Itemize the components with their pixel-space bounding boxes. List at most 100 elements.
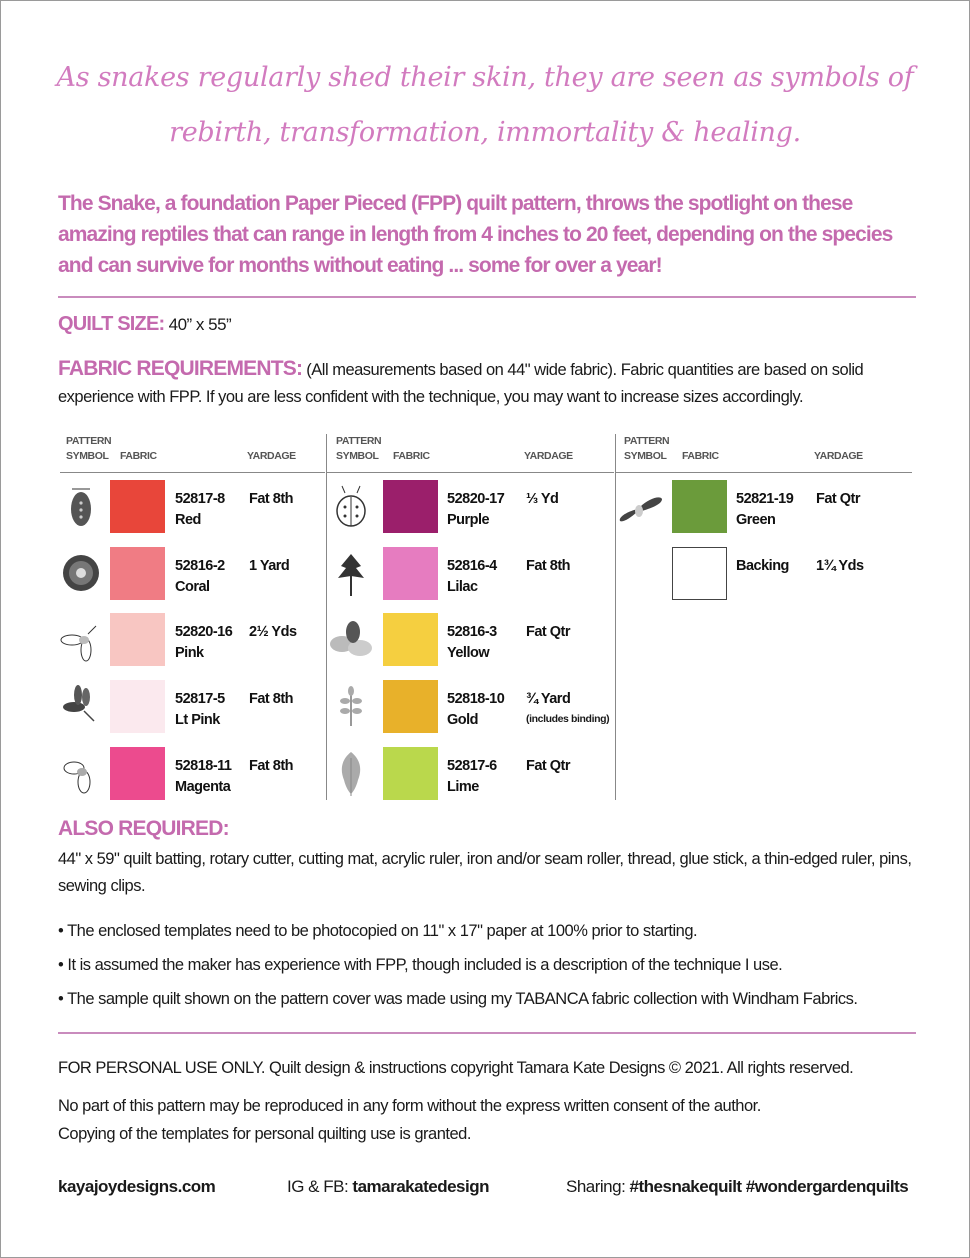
fabric-swatch — [110, 547, 165, 600]
fabric-swatch — [672, 480, 727, 533]
fabric-name: Lt Pink — [175, 712, 220, 728]
fabric-yardage: Fat Qtr — [816, 491, 861, 507]
fabric-code: 52817-8 — [175, 491, 225, 507]
also-required-text: 44" x 59" quilt batting, rotary cutter, … — [58, 850, 912, 895]
fabric-yardage: Fat Qtr — [526, 624, 571, 640]
fabric-swatch — [110, 480, 165, 533]
firefly-outline-icon — [60, 625, 97, 662]
fabric-code: 52817-6 — [447, 758, 497, 774]
fabric-yardage: Fat 8th — [526, 558, 571, 574]
header-pattern-symbol: PATTERN SYMBOL — [624, 434, 670, 464]
fabric-requirements: FABRIC REQUIREMENTS: (All measurements b… — [58, 355, 920, 411]
fabric-name: Purple — [447, 512, 490, 528]
quilt-size-value: 40” x 55” — [168, 315, 232, 334]
fabric-swatch — [383, 680, 438, 733]
fabric-yardage: 1 Yard — [249, 558, 290, 574]
parsley-leaf-icon — [338, 554, 364, 596]
header-yardage: YARDAGE — [247, 450, 296, 462]
copying-notice: Copying of the templates for personal qu… — [58, 1125, 471, 1143]
column-divider — [615, 434, 616, 800]
fabric-yardage: 1¾ Yds — [816, 558, 864, 574]
fabric-name: Magenta — [175, 779, 231, 795]
fabric-name: Lime — [447, 779, 479, 795]
fabric-swatch — [110, 747, 165, 800]
fabric-code: 52817-5 — [175, 691, 225, 707]
sharing: Sharing: #thesnakequilt #wondergardenqui… — [566, 1173, 909, 1200]
fabric-code: 52818-11 — [175, 758, 232, 774]
fabric-code: 52816-4 — [447, 558, 497, 574]
fabric-yardage: Fat 8th — [249, 691, 294, 707]
fabric-swatch — [383, 613, 438, 666]
bullet-item: • The sample quilt shown on the pattern … — [58, 990, 858, 1008]
header-symbol: SYMBOL — [336, 450, 379, 462]
fabric-swatch — [383, 747, 438, 800]
bee-gray-icon — [330, 621, 372, 656]
header-fabric: FABRIC — [120, 450, 157, 462]
social-handle: IG & FB: tamarakatedesign — [287, 1173, 489, 1200]
fabric-code: 52820-17 — [447, 491, 505, 507]
fabric-name: Yellow — [447, 645, 490, 661]
fabric-yardage: ⅓ Yd — [526, 491, 559, 507]
fabric-yardage: Fat 8th — [249, 491, 294, 507]
hashtags[interactable]: #thesnakequilt #wondergardenquilts — [629, 1177, 909, 1196]
reproduction-notice: No part of this pattern may be reproduce… — [58, 1097, 761, 1115]
header-rule — [327, 472, 614, 473]
header-pattern: PATTERN — [66, 435, 112, 447]
fabric-name: Pink — [175, 645, 204, 661]
header-rule — [616, 472, 912, 473]
bee-outline-icon — [63, 761, 91, 794]
divider — [58, 1032, 916, 1034]
divider — [58, 296, 916, 298]
header-pattern: PATTERN — [624, 435, 670, 447]
tagline-line-1: As snakes regularly shed their skin, the… — [56, 62, 914, 93]
bullet-item: • The enclosed templates need to be phot… — [58, 922, 698, 940]
yardage-note: (includes binding) — [526, 713, 610, 725]
dragonfly-dark-icon — [63, 685, 95, 722]
header-yardage: YARDAGE — [524, 450, 573, 462]
header-fabric: FABRIC — [393, 450, 430, 462]
copyright-text: FOR PERSONAL USE ONLY. Quilt design & in… — [58, 1059, 854, 1077]
fabric-name: Lilac — [447, 579, 478, 595]
fabric-name: Red — [175, 512, 201, 528]
header-pattern-symbol: PATTERN SYMBOL — [66, 434, 112, 464]
website-link[interactable]: kayajoydesigns.com — [58, 1177, 216, 1196]
beetle-icon — [71, 488, 91, 526]
tagline-line-2: rebirth, transformation, immortality & h… — [169, 117, 801, 148]
fabric-name: Coral — [175, 579, 210, 595]
header-pattern: PATTERN — [336, 435, 382, 447]
social-handle-text[interactable]: tamarakatedesign — [352, 1177, 489, 1196]
fabric-code: 52818-10 — [447, 691, 505, 707]
header-symbol: SYMBOL — [66, 450, 109, 462]
bullet-item: • It is assumed the maker has experience… — [58, 956, 783, 974]
also-required-label: ALSO REQUIRED: — [58, 817, 230, 840]
fabric-name: Backing — [736, 558, 789, 574]
fabric-swatch — [672, 547, 727, 600]
fabric-code: 52816-3 — [447, 624, 497, 640]
fabric-code: 52821-19 — [736, 491, 794, 507]
header-yardage: YARDAGE — [814, 450, 863, 462]
header-fabric: FABRIC — [682, 450, 719, 462]
quilt-size-label: QUILT SIZE: — [58, 313, 165, 335]
fabric-code: 52820-16 — [175, 624, 233, 640]
ladybug-icon — [336, 485, 366, 527]
fabric-swatch — [110, 613, 165, 666]
fabric-yardage: Fat 8th — [249, 758, 294, 774]
oak-leaf-icon — [341, 752, 361, 796]
chrysanthemum-icon — [63, 555, 99, 591]
sharing-label: Sharing: — [566, 1177, 630, 1196]
fabric-code: 52816-2 — [175, 558, 225, 574]
fabric-yardage: 2½ Yds — [249, 624, 297, 640]
fabric-name: Gold — [447, 712, 479, 728]
header-symbol: SYMBOL — [624, 450, 667, 462]
header-pattern-symbol: PATTERN SYMBOL — [336, 434, 382, 464]
fabric-yardage: ¾ Yard — [526, 691, 571, 707]
fabric-swatch — [110, 680, 165, 733]
social-label: IG & FB: — [287, 1177, 353, 1196]
column-divider — [326, 434, 327, 800]
fabric-requirements-label: FABRIC REQUIREMENTS: — [58, 357, 303, 380]
header-rule — [60, 472, 325, 473]
fern-leaf-icon — [340, 686, 362, 726]
intro-paragraph: The Snake, a foundation Paper Pieced (FP… — [58, 192, 893, 277]
fabric-name: Green — [736, 512, 776, 528]
fabric-requirements-text: (All measurements based on 44" wide fabr… — [58, 361, 864, 406]
